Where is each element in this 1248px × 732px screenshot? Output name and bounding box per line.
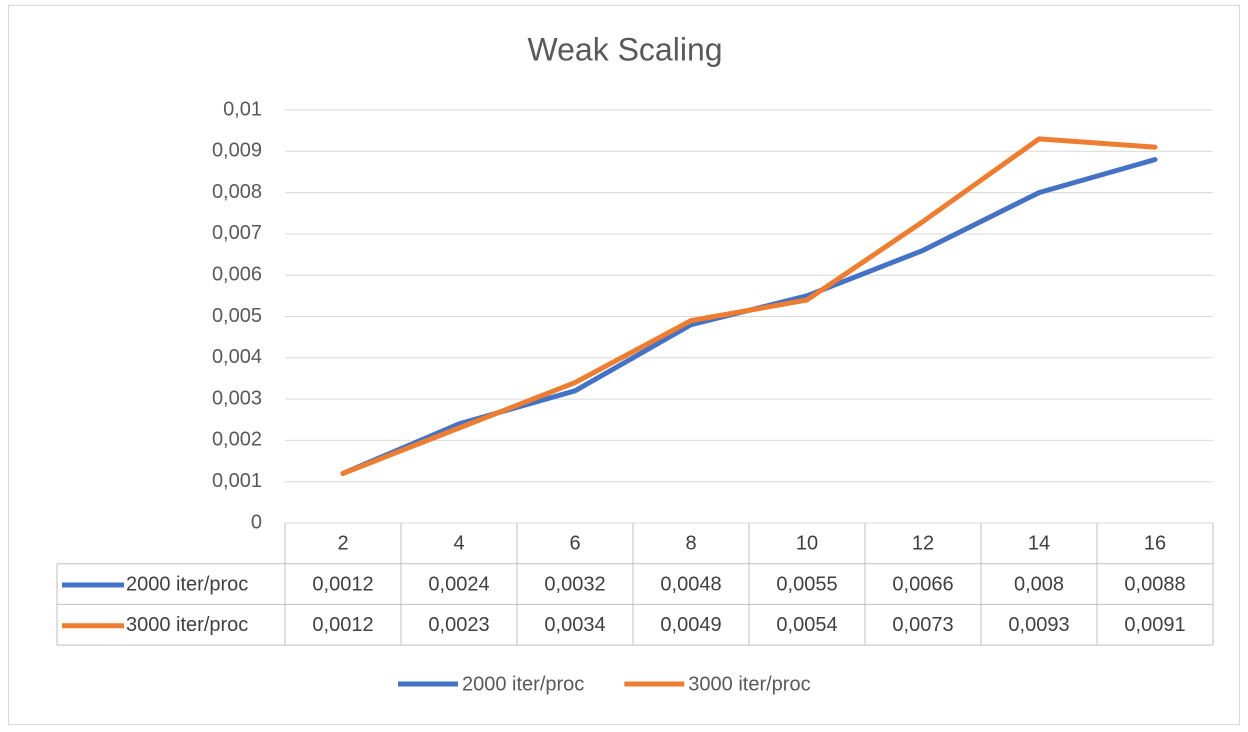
table-cell: 0,0091: [1124, 614, 1185, 636]
y-tick-label: 0,006: [212, 263, 262, 285]
table-cell: 0,0088: [1124, 573, 1185, 595]
y-tick-label: 0,005: [212, 305, 262, 327]
y-tick-label: 0,003: [212, 387, 262, 409]
y-tick-label: 0,001: [212, 470, 262, 492]
x-tick-label: 2: [337, 533, 348, 555]
y-tick-label: 0,008: [212, 181, 262, 203]
y-tick-label: 0: [251, 511, 262, 533]
y-tick-label: 0,009: [212, 140, 262, 162]
table-row-label: 2000 iter/proc: [126, 573, 248, 595]
table-row-label: 3000 iter/proc: [126, 614, 248, 636]
table-cell: 0,0034: [544, 614, 605, 636]
y-tick-label: 0,004: [212, 346, 262, 368]
table-cell: 0,0093: [1008, 614, 1069, 636]
x-tick-label: 6: [569, 533, 580, 555]
legend-label: 3000 iter/proc: [688, 673, 810, 695]
x-tick-label: 10: [796, 533, 818, 555]
table-cell: 0,0024: [428, 573, 489, 595]
y-tick-label: 0,01: [223, 98, 262, 120]
chart-title: Weak Scaling: [527, 31, 722, 67]
table-cell: 0,0032: [544, 573, 605, 595]
table-cell: 0,0012: [312, 573, 373, 595]
table-cell: 0,008: [1014, 573, 1064, 595]
y-tick-label: 0,002: [212, 429, 262, 451]
x-tick-label: 16: [1144, 533, 1166, 555]
x-tick-label: 8: [685, 533, 696, 555]
x-tick-label: 14: [1028, 533, 1050, 555]
x-tick-label: 12: [912, 533, 934, 555]
table-cell: 0,0048: [660, 573, 721, 595]
table-cell: 0,0066: [892, 573, 953, 595]
table-cell: 0,0054: [776, 614, 837, 636]
table-cell: 0,0073: [892, 614, 953, 636]
y-tick-label: 0,007: [212, 222, 262, 244]
x-tick-label: 4: [453, 533, 464, 555]
table-cell: 0,0049: [660, 614, 721, 636]
table-cell: 0,0055: [776, 573, 837, 595]
table-cell: 0,0023: [428, 614, 489, 636]
table-cell: 0,0012: [312, 614, 373, 636]
legend-label: 2000 iter/proc: [462, 673, 584, 695]
series-line: [340, 136, 1158, 476]
